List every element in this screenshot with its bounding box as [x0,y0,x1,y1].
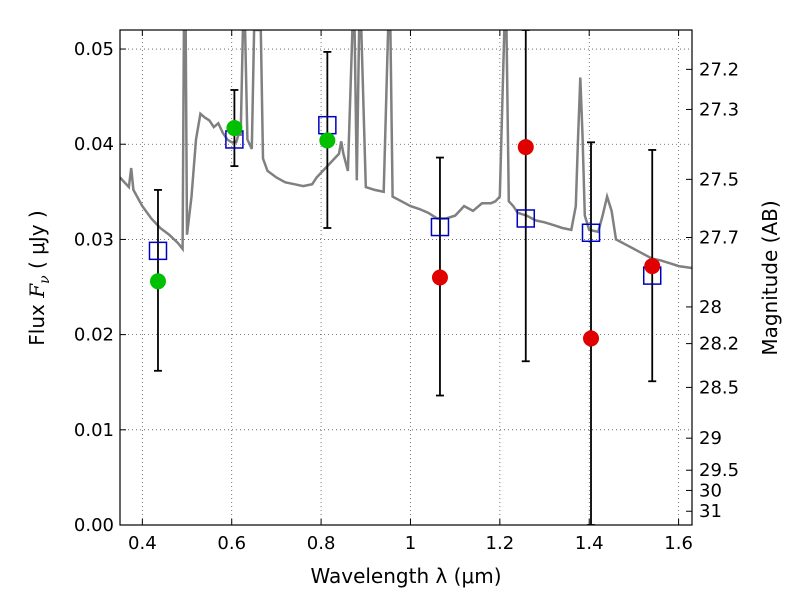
x-tick-label: 1.4 [575,533,604,554]
detected-point [149,273,166,290]
y-tick-label: 0.03 [74,229,114,250]
plot-area [120,30,692,525]
y2-tick-label: 27.2 [699,59,739,80]
x-tick-label: 1.6 [664,533,693,554]
model-point-square [148,241,168,261]
y2-tick-label: 27.7 [699,228,739,249]
x-tick-label: 1.2 [486,533,515,554]
y2-tick-label: 28.5 [699,377,739,398]
observed-point-markers [149,120,661,347]
y2-tick-label: 29 [699,428,722,449]
y-tick-labels: 0.00 0.01 0.02 0.03 0.04 0.05 [74,39,114,536]
x-axis-label: Wavelength λ (μm) [310,564,501,588]
detected-point [319,132,336,149]
model-point-square [516,209,536,228]
x-tick-label: 0.6 [217,533,246,554]
nondetected-point [517,139,534,156]
axis-ticks [120,30,692,526]
y-tick-label: 0.05 [74,39,114,60]
y-tick-label: 0.00 [74,515,114,536]
nondetected-point [431,269,448,286]
nondetected-point [644,258,661,275]
y2-tick-label: 28 [699,297,722,318]
y2-tick-label: 30 [699,480,722,501]
model-spectrum-line [120,30,692,270]
y2-tick-label: 27.5 [699,169,739,190]
model-point-square [581,223,601,243]
x-tick-label: 0.8 [307,533,336,554]
model-point-markers [148,115,662,285]
y2-tick-label: 29.5 [699,460,739,481]
y2-tick-label: 31 [699,501,722,522]
y2-tick-label: 27.3 [699,99,739,120]
detected-point [226,120,243,137]
y-tick-label: 0.01 [74,420,114,441]
x-tick-label: 0.4 [128,533,157,554]
nondetected-point [583,330,600,347]
y2-axis-label: Magnitude (AB) [758,200,782,355]
grid-lines [120,30,692,526]
model-point-square [430,217,450,237]
plot-frame [119,29,693,526]
y-tick-label: 0.02 [74,325,114,346]
x-tick-label: 1 [405,533,416,554]
y-axis-label: Flux Fν ( μJy ) [25,210,53,345]
x-tick-labels: 0.4 0.6 0.8 1 1.2 1.4 1.6 [128,533,693,554]
y2-tick-label: 28.2 [699,334,739,355]
y-tick-label: 0.04 [74,134,114,155]
